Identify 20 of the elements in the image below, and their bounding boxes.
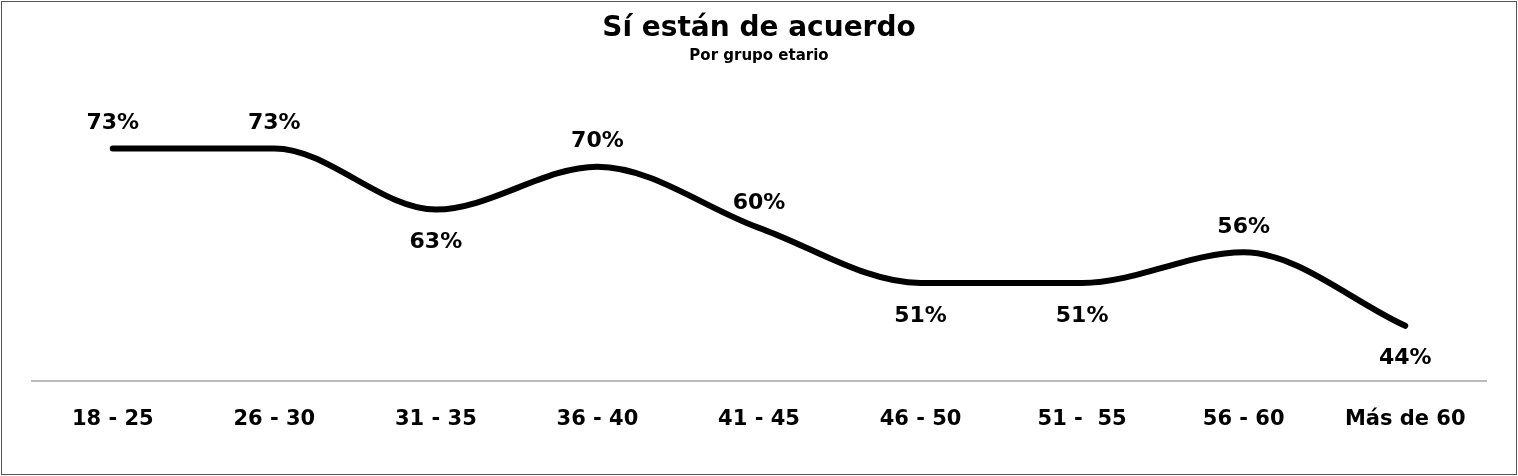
data-label: 44% <box>1378 344 1432 370</box>
data-label: 70% <box>571 127 624 153</box>
data-label: 51% <box>894 301 947 327</box>
data-label: 73% <box>86 109 140 135</box>
chart-subtitle: Por grupo etario <box>689 46 829 65</box>
data-label: 73% <box>248 109 301 135</box>
x-tick-label: 46 - 50 <box>879 405 962 430</box>
x-tick-label: 36 - 40 <box>556 405 639 430</box>
x-tick-label: Más de 60 <box>1344 405 1466 430</box>
data-label: 63% <box>409 228 463 254</box>
x-tick-label: 31 - 35 <box>394 405 477 430</box>
x-tick-label: 56 - 60 <box>1202 405 1285 430</box>
x-tick-label: 26 - 30 <box>233 405 316 430</box>
data-label: 51% <box>1055 301 1109 327</box>
chart-title: Sí están de acuerdo <box>602 10 916 44</box>
x-tick-label: 41 - 45 <box>718 405 800 430</box>
x-tick-label: 51 - 55 <box>1037 405 1127 430</box>
data-label: 56% <box>1217 213 1270 239</box>
data-label: 60% <box>732 188 786 214</box>
x-tick-label: 18 - 25 <box>71 405 154 430</box>
